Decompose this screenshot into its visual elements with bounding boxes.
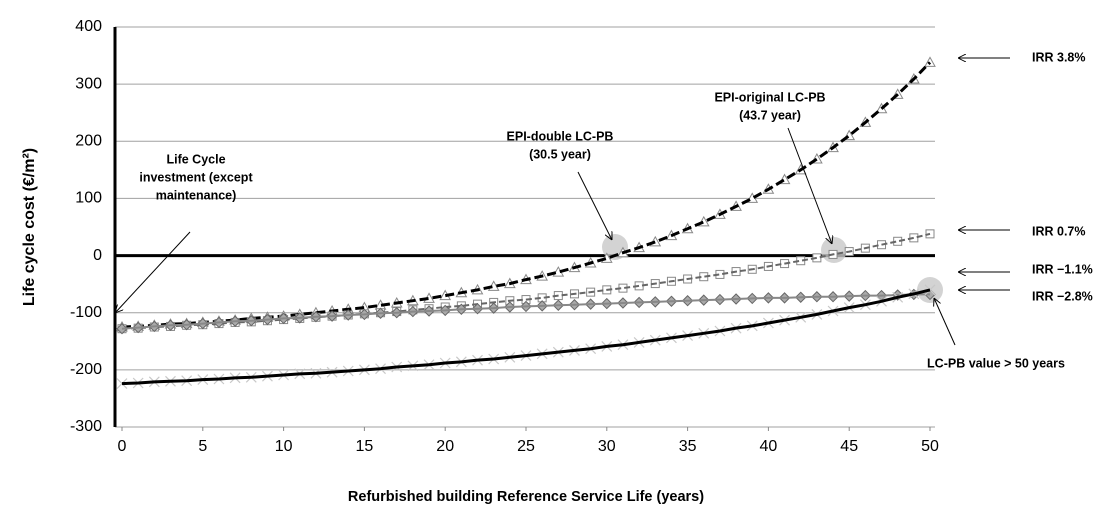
x-tick-label: 10: [275, 438, 293, 455]
y-tick-label: 400: [75, 18, 102, 35]
x-tick-label: 20: [436, 438, 454, 455]
x-tick-label: 30: [598, 438, 616, 455]
annotation: (43.7 year): [739, 108, 801, 122]
y-tick-label: -200: [70, 361, 102, 378]
annotation: investment (except: [139, 170, 253, 184]
y-tick-label: -300: [70, 418, 102, 435]
x-tick-label: 45: [840, 438, 858, 455]
x-tick-label: 15: [356, 438, 374, 455]
annotation: IRR −2.8%: [1032, 289, 1093, 303]
y-tick-label: -100: [70, 304, 102, 321]
y-tick-label: 100: [75, 190, 102, 207]
x-tick-label: 50: [921, 438, 939, 455]
grid: [113, 26, 935, 431]
arrow: [787, 127, 832, 244]
marker: [924, 56, 936, 67]
annotation: EPI-double LC-PB: [507, 129, 614, 143]
annotation: LC-PB value > 50 years: [927, 356, 1065, 370]
plot: [116, 56, 936, 389]
x-tick-label: 5: [198, 438, 207, 455]
annotations: Life Cycle investment (except maintenance)…: [139, 50, 1092, 370]
x-axis-title: Refurbished building Reference Service L…: [348, 489, 704, 505]
series-line: [121, 61, 932, 329]
arrow: [577, 171, 612, 240]
x-tick-label: 40: [760, 438, 778, 455]
annotation: IRR 3.8%: [1032, 50, 1086, 64]
annotation: maintenance): [156, 188, 237, 202]
y-tick-label: 200: [75, 133, 102, 150]
annotation: (30.5 year): [529, 147, 591, 161]
y-tick-label: 300: [75, 75, 102, 92]
y-axis-title: Life cycle cost (€/m²): [21, 148, 38, 306]
annotation: IRR 0.7%: [1032, 224, 1086, 238]
annotation: EPI-original LC-PB: [714, 90, 825, 104]
y-tick-label: 0: [93, 247, 102, 264]
marker: [925, 229, 935, 239]
series-line: [121, 293, 930, 330]
x-tick-label: 0: [118, 438, 127, 455]
x-tick-label: 25: [517, 438, 535, 455]
arrows: [115, 58, 1010, 346]
arrow: [115, 231, 191, 313]
x-tick-label: 35: [679, 438, 697, 455]
series-line: [121, 232, 931, 330]
series-line: [121, 288, 931, 386]
marker: [924, 284, 936, 296]
annotation: IRR −1.1%: [1032, 262, 1093, 276]
arrow: [934, 298, 956, 346]
marker: [116, 323, 128, 335]
annotation: Life Cycle: [166, 152, 225, 166]
